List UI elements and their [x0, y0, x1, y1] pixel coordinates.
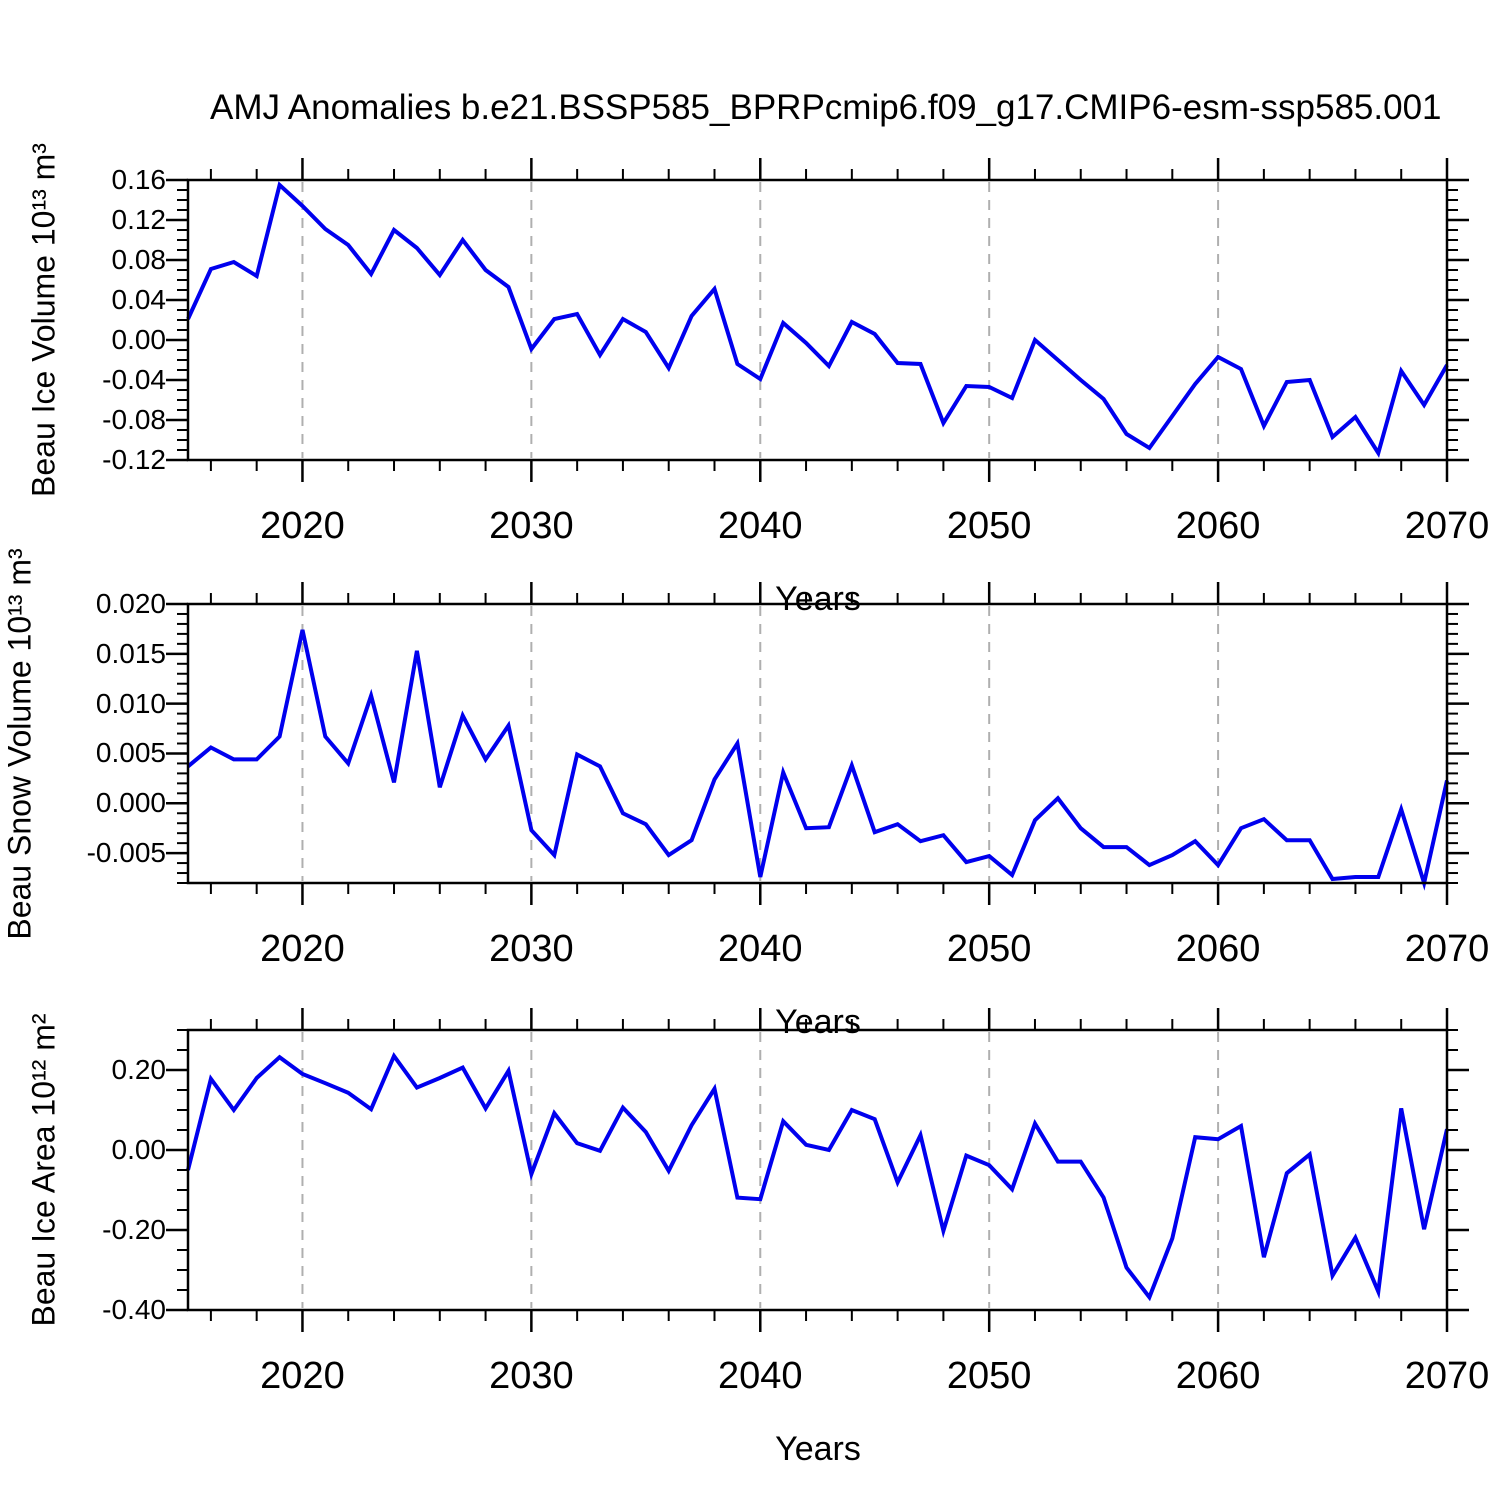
y-tick-label: 0.12 [111, 204, 167, 235]
y-tick-label: -0.04 [102, 364, 166, 395]
x-tick-label: 2050 [946, 1355, 1032, 1397]
x-tick-label: 2020 [260, 1355, 345, 1397]
x-tick-label: 2030 [489, 505, 574, 547]
plot-frame-panel-1 [186, 178, 1449, 462]
x-tick-label: 2060 [1175, 1355, 1261, 1397]
x-tick-label: 2060 [1175, 505, 1261, 547]
series-line-panel-1 [186, 181, 1449, 458]
x-axis-title-years-1: Years [775, 580, 861, 618]
y-tick-label: 0.020 [95, 588, 166, 619]
x-tick-label: 2050 [946, 928, 1032, 970]
x-tick-label: 2040 [717, 505, 803, 547]
x-axis-title-years-2: Years [775, 1003, 861, 1041]
x-axis-title-years-3: Years [775, 1430, 861, 1468]
x-tick-label: 2070 [1404, 928, 1490, 970]
y-tick-label: -0.005 [86, 837, 166, 869]
x-tick-label: 2060 [1175, 928, 1261, 970]
y-tick-label: 0.00 [111, 1134, 167, 1165]
y-tick-label: 0.08 [111, 244, 167, 275]
x-tick-label: 2040 [717, 1355, 803, 1397]
y-tick-label: 0.04 [111, 284, 167, 315]
y-tick-label: -0.20 [102, 1214, 166, 1245]
plot-frame-panel-2 [186, 602, 1449, 885]
y-tick-label: 0.010 [95, 687, 166, 719]
y-tick-label: -0.12 [102, 444, 166, 475]
y-tick-label: 0.00 [111, 324, 167, 355]
x-tick-label: 2070 [1404, 1355, 1490, 1397]
x-tick-label: 2020 [260, 928, 345, 970]
y-tick-label: 0.015 [95, 637, 166, 669]
y-tick-label: 0.005 [95, 737, 166, 769]
y-tick-label: 0.000 [95, 787, 166, 819]
chart-title: AMJ Anomalies b.e21.BSSP585_BPRPcmip6.f0… [210, 88, 1442, 127]
x-tick-label: 2040 [717, 928, 803, 970]
x-tick-label: 2070 [1404, 505, 1490, 547]
y-tick-label: 0.16 [111, 164, 167, 195]
series-line-panel-2 [186, 629, 1449, 891]
x-tick-label: 2050 [946, 505, 1032, 547]
x-tick-label: 2020 [260, 505, 345, 547]
y-tick-label: 0.20 [111, 1054, 167, 1085]
plot-frame-panel-3 [186, 1028, 1449, 1312]
y-tick-label: -0.08 [102, 404, 166, 435]
y-tick-label: -0.40 [102, 1294, 166, 1325]
y-axis-title-snow-volume: Beau Snow Volume 10¹³ m³ [1, 548, 38, 940]
series-line-panel-3 [186, 1051, 1449, 1302]
x-tick-label: 2030 [489, 1355, 574, 1397]
x-tick-label: 2030 [489, 928, 574, 970]
